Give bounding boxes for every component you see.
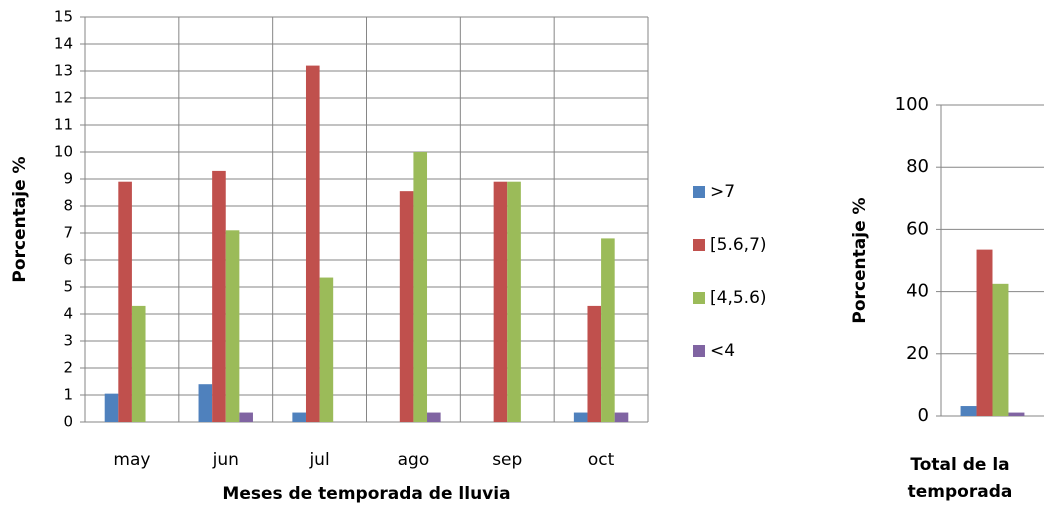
bar	[198, 384, 213, 422]
y-tick-label: 9	[63, 170, 73, 188]
y-tick-label: 3	[63, 332, 73, 350]
legend-label: >7	[710, 182, 735, 202]
bar	[507, 181, 521, 422]
legend-label: [5.6,7)	[710, 235, 767, 255]
y-tick-label: 80	[906, 156, 929, 177]
bar	[118, 181, 132, 422]
bar	[319, 277, 334, 422]
bar	[104, 393, 119, 422]
x-tick-label: jul	[308, 450, 329, 470]
bar	[292, 412, 306, 422]
bar	[976, 249, 993, 416]
legend-label: <4	[710, 341, 735, 361]
bar	[1008, 412, 1025, 416]
bar	[493, 181, 508, 422]
bar	[427, 412, 441, 422]
bar	[239, 412, 253, 422]
bar	[573, 412, 588, 422]
y-tick-label: 10	[54, 143, 73, 161]
x-tick-label: ago	[398, 450, 430, 470]
y-tick-label: 5	[63, 278, 73, 296]
bar	[131, 305, 146, 422]
y-tick-label: 4	[63, 305, 73, 323]
x-tick-label: Total de la temporada de…	[907, 455, 1013, 510]
legend-swatch	[693, 292, 705, 304]
bar	[960, 406, 977, 416]
bar	[212, 170, 226, 422]
y-tick-label: 13	[54, 62, 73, 80]
y-tick-label: 8	[63, 197, 73, 215]
y-tick-label: 11	[54, 116, 73, 134]
bar	[225, 230, 240, 422]
legend-swatch	[693, 239, 705, 251]
y-tick-label: 6	[63, 251, 73, 269]
y-tick-label: 20	[906, 343, 929, 364]
legend-swatch	[693, 345, 705, 357]
bar	[413, 152, 428, 422]
bar	[399, 191, 414, 422]
y-axis-label: Porcentaje %	[10, 156, 30, 282]
bar	[992, 283, 1009, 416]
y-axis-label: Porcentaje %	[850, 197, 870, 323]
y-tick-label: 1	[63, 386, 73, 404]
y-tick-label: 0	[918, 405, 929, 426]
bar	[601, 238, 615, 422]
bar	[614, 412, 629, 422]
y-tick-label: 7	[63, 224, 73, 242]
x-tick-label: may	[113, 450, 150, 470]
x-tick-label: oct	[588, 450, 615, 470]
x-tick-label: jun	[212, 450, 239, 470]
bar	[305, 65, 320, 422]
y-tick-label: 2	[63, 359, 73, 377]
y-tick-label: 40	[906, 281, 929, 302]
bar	[587, 305, 602, 422]
x-tick-label: sep	[492, 450, 522, 470]
y-tick-label: 60	[906, 218, 929, 239]
y-tick-label: 0	[63, 413, 73, 431]
y-tick-label: 14	[54, 35, 73, 53]
y-tick-label: 100	[895, 94, 929, 115]
y-tick-label: 12	[54, 89, 73, 107]
legend-label: [4,5.6)	[710, 288, 767, 308]
x-axis-label: Meses de temporada de lluvia	[222, 484, 510, 504]
y-tick-label: 15	[54, 8, 73, 26]
legend-swatch	[693, 186, 705, 198]
